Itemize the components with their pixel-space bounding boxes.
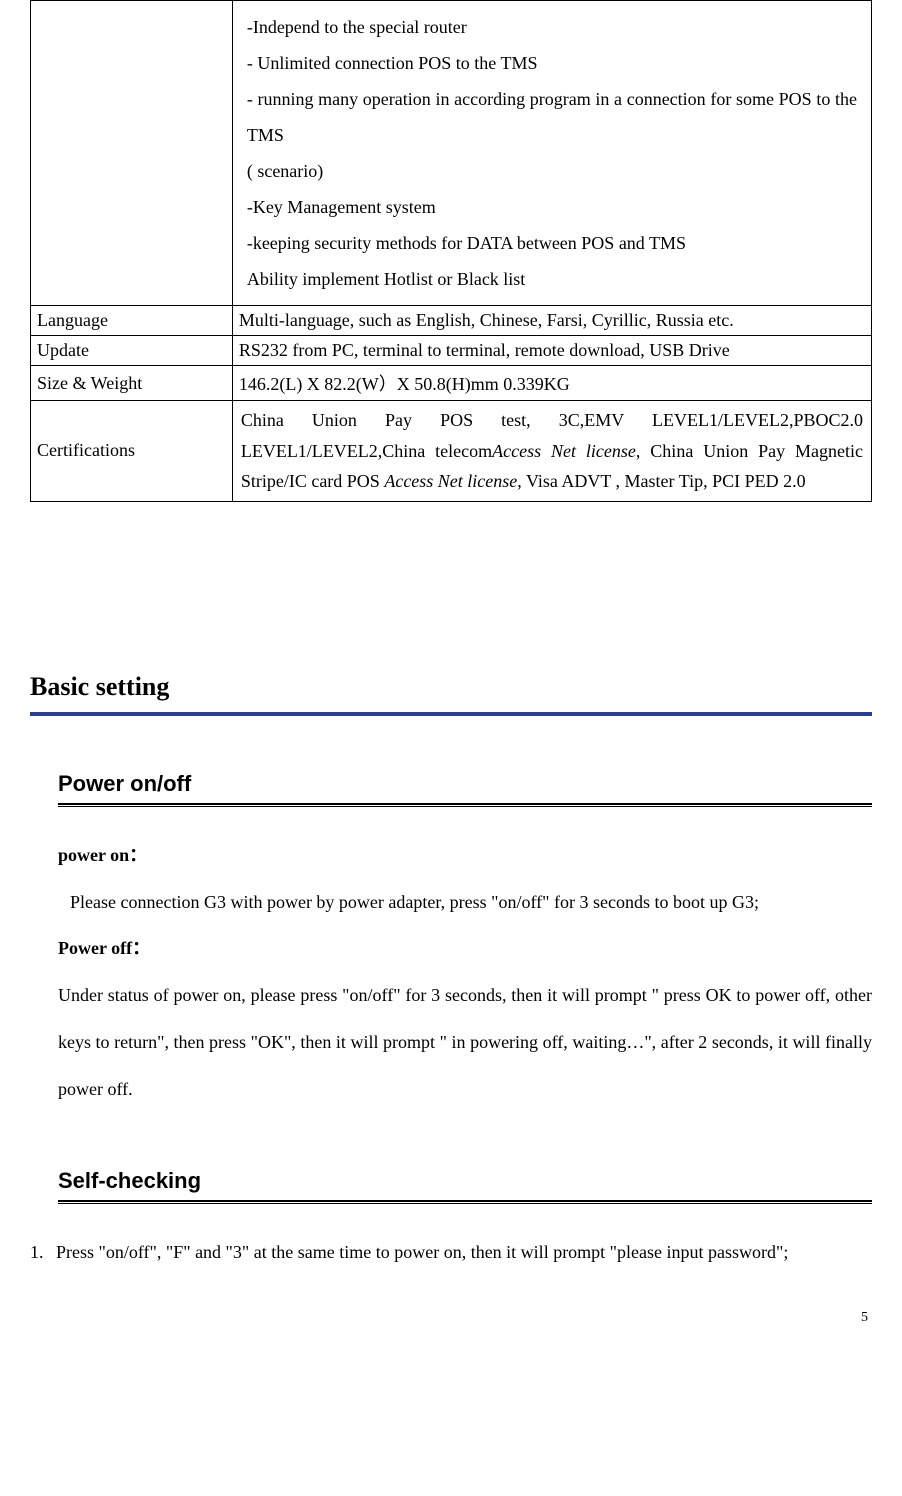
feature-line: -Independ to the special router [247,9,857,45]
cert-text-italic: Access Net license [492,441,636,461]
table-row: Size & Weight 146.2(L) X 82.2(W）X 50.8(H… [31,366,872,401]
power-body: power on： Please connection G3 with powe… [58,832,872,1113]
spec-content-size-weight: 146.2(L) X 82.2(W）X 50.8(H)mm 0.339KG [232,366,871,401]
feature-line: ( scenario) [247,153,857,189]
selfcheck-heading: Self-checking [58,1168,872,1194]
spec-label-language: Language [31,306,233,336]
feature-line: - Unlimited connection POS to the TMS [247,45,857,81]
list-number: 1. [30,1229,56,1276]
spec-content-language: Multi-language, such as English, Chinese… [232,306,871,336]
power-on-label: power on： [58,845,147,865]
table-row: -Independ to the special router - Unlimi… [31,1,872,306]
feature-line: -keeping security methods for DATA betwe… [247,225,857,261]
cert-text-part: , Visa ADVT , Master Tip, PCI PED 2.0 [517,471,805,491]
power-on-text: Please connection G3 with power by power… [58,879,872,926]
spec-label-size-weight: Size & Weight [31,366,233,401]
spec-content-certifications: China Union Pay POS test, 3C,EMV LEVEL1/… [232,401,871,502]
feature-line: -Key Management system [247,189,857,225]
spec-content-features: -Independ to the special router - Unlimi… [232,1,871,306]
subsection-underline [58,1200,872,1204]
power-off-label: Power off： [58,938,150,958]
spec-label-certifications: Certifications [31,401,233,502]
spec-label-update: Update [31,336,233,366]
table-row: Language Multi-language, such as English… [31,306,872,336]
power-off-text: Under status of power on, please press "… [58,972,872,1112]
section-underline [30,712,872,716]
list-text: Press "on/off", "F" and "3" at the same … [56,1229,872,1276]
cert-text-italic: Access Net license [384,471,517,491]
page-number: 5 [30,1310,872,1326]
table-row: Update RS232 from PC, terminal to termin… [31,336,872,366]
feature-line: - running many operation in according pr… [247,81,857,153]
power-heading: Power on/off [58,771,872,797]
feature-line: Ability implement Hotlist or Black list [247,261,857,297]
selfcheck-list: 1. Press "on/off", "F" and "3" at the sa… [30,1229,872,1276]
table-row: Certifications China Union Pay POS test,… [31,401,872,502]
subsection-underline [58,803,872,807]
section-title: Basic setting [30,672,872,702]
spec-label-empty [31,1,233,306]
spec-table: -Independ to the special router - Unlimi… [30,0,872,502]
spec-content-update: RS232 from PC, terminal to terminal, rem… [232,336,871,366]
